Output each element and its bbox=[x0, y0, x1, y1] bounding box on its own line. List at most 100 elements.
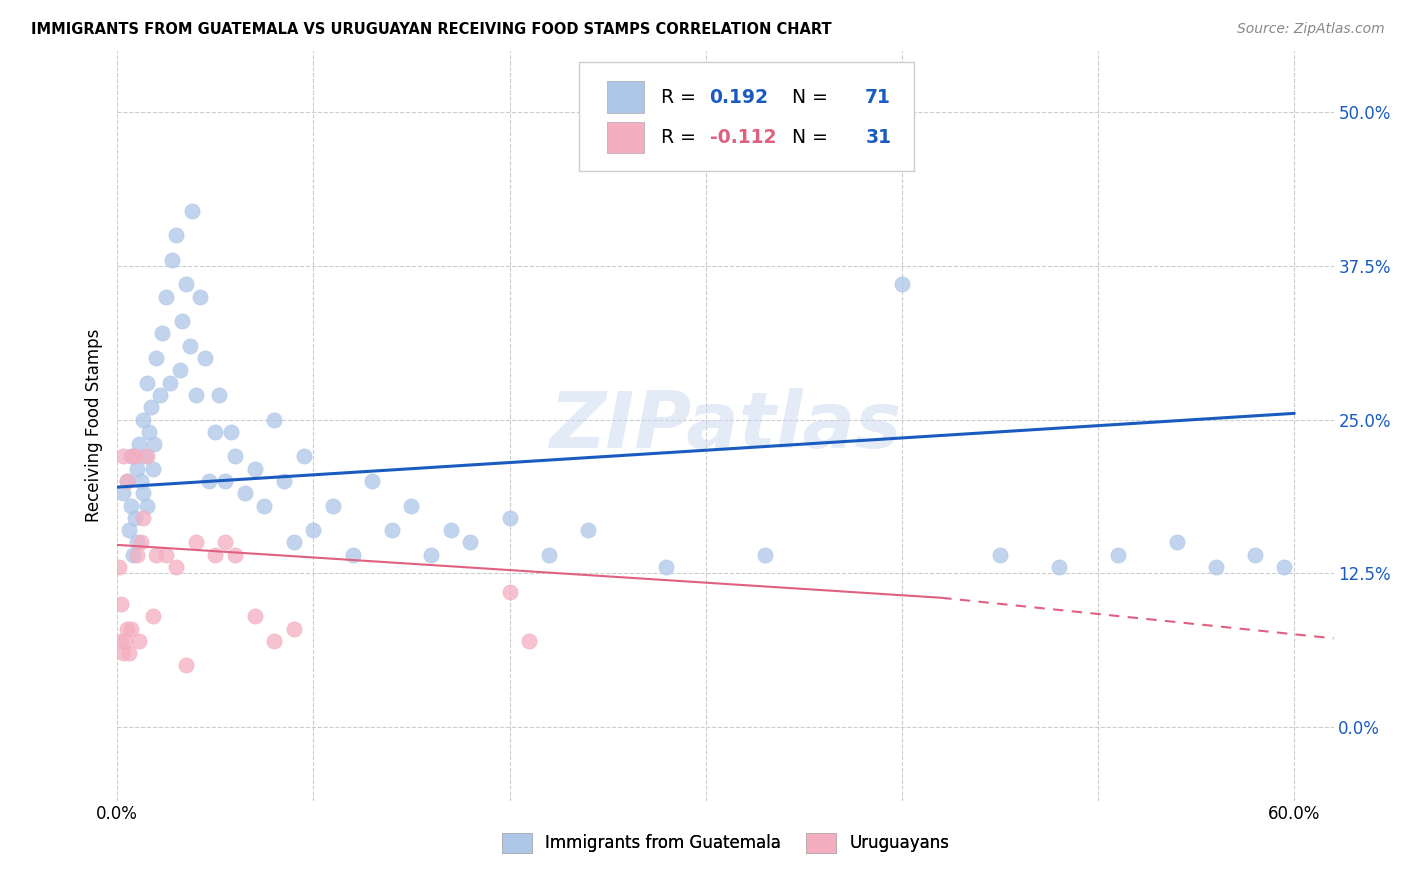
Point bbox=[118, 646, 141, 660]
Point bbox=[204, 425, 226, 439]
Point bbox=[283, 535, 305, 549]
Point bbox=[292, 450, 315, 464]
FancyBboxPatch shape bbox=[579, 62, 914, 170]
Point bbox=[180, 203, 202, 218]
Point bbox=[128, 633, 150, 648]
Point bbox=[165, 560, 187, 574]
Point bbox=[131, 486, 153, 500]
Point bbox=[114, 633, 136, 648]
Point bbox=[115, 622, 138, 636]
Point bbox=[122, 548, 145, 562]
Point bbox=[420, 548, 443, 562]
Point bbox=[110, 633, 132, 648]
Point bbox=[159, 376, 181, 390]
Point bbox=[263, 412, 285, 426]
Point bbox=[204, 548, 226, 562]
Point bbox=[174, 658, 197, 673]
Point bbox=[214, 474, 236, 488]
Point bbox=[576, 523, 599, 537]
Text: 0.192: 0.192 bbox=[710, 87, 769, 107]
Point bbox=[122, 450, 145, 464]
Point bbox=[655, 560, 678, 574]
Point bbox=[381, 523, 404, 537]
Point bbox=[149, 388, 172, 402]
Point bbox=[273, 474, 295, 488]
Bar bbox=[607, 122, 644, 153]
Point bbox=[188, 289, 211, 303]
Point bbox=[141, 461, 163, 475]
Point bbox=[120, 622, 142, 636]
Point bbox=[141, 609, 163, 624]
Point bbox=[1107, 548, 1129, 562]
Legend: Immigrants from Guatemala, Uruguayans: Immigrants from Guatemala, Uruguayans bbox=[495, 826, 956, 860]
Point bbox=[233, 486, 256, 500]
Point bbox=[120, 450, 142, 464]
Point bbox=[179, 339, 201, 353]
Point bbox=[135, 376, 157, 390]
Point bbox=[125, 548, 148, 562]
Point bbox=[139, 401, 162, 415]
Point bbox=[253, 499, 276, 513]
Point bbox=[112, 450, 135, 464]
Point bbox=[988, 548, 1011, 562]
Point bbox=[125, 535, 148, 549]
Point bbox=[208, 388, 231, 402]
Point bbox=[194, 351, 217, 365]
Text: ZIPatlas: ZIPatlas bbox=[550, 388, 901, 464]
Point bbox=[169, 363, 191, 377]
Point bbox=[108, 560, 131, 574]
Point bbox=[112, 646, 135, 660]
Point bbox=[131, 412, 153, 426]
Point bbox=[460, 535, 482, 549]
Point bbox=[174, 277, 197, 292]
Point bbox=[143, 437, 166, 451]
Point bbox=[138, 425, 160, 439]
Point bbox=[115, 474, 138, 488]
Point bbox=[125, 461, 148, 475]
Point bbox=[155, 548, 177, 562]
Point bbox=[124, 511, 146, 525]
Point bbox=[537, 548, 560, 562]
Point bbox=[224, 450, 246, 464]
Point bbox=[150, 326, 173, 341]
Point bbox=[754, 548, 776, 562]
Point bbox=[134, 450, 156, 464]
Point bbox=[263, 633, 285, 648]
Point bbox=[322, 499, 344, 513]
Point bbox=[517, 633, 540, 648]
Point bbox=[155, 289, 177, 303]
Text: Source: ZipAtlas.com: Source: ZipAtlas.com bbox=[1237, 22, 1385, 37]
Point bbox=[498, 584, 520, 599]
Point bbox=[283, 622, 305, 636]
Point bbox=[135, 499, 157, 513]
Point bbox=[184, 388, 207, 402]
Point bbox=[129, 535, 152, 549]
Point bbox=[302, 523, 325, 537]
Point bbox=[160, 252, 183, 267]
Point bbox=[243, 609, 266, 624]
Text: N =: N = bbox=[780, 87, 834, 107]
Point bbox=[115, 474, 138, 488]
Point bbox=[165, 228, 187, 243]
Point bbox=[440, 523, 463, 537]
Text: R =: R = bbox=[661, 128, 702, 147]
Point bbox=[129, 474, 152, 488]
Point bbox=[145, 351, 167, 365]
Point bbox=[813, 142, 835, 156]
Point bbox=[135, 450, 157, 464]
Point bbox=[124, 450, 146, 464]
Point bbox=[118, 523, 141, 537]
Text: 31: 31 bbox=[865, 128, 891, 147]
Point bbox=[219, 425, 242, 439]
Point bbox=[214, 535, 236, 549]
Text: IMMIGRANTS FROM GUATEMALA VS URUGUAYAN RECEIVING FOOD STAMPS CORRELATION CHART: IMMIGRANTS FROM GUATEMALA VS URUGUAYAN R… bbox=[31, 22, 831, 37]
Text: R =: R = bbox=[661, 87, 702, 107]
Point bbox=[131, 511, 153, 525]
Point bbox=[198, 474, 221, 488]
Point bbox=[1274, 560, 1296, 574]
Point bbox=[224, 548, 246, 562]
Point bbox=[145, 548, 167, 562]
Point bbox=[342, 548, 364, 562]
Point bbox=[1205, 560, 1227, 574]
Point bbox=[120, 499, 142, 513]
